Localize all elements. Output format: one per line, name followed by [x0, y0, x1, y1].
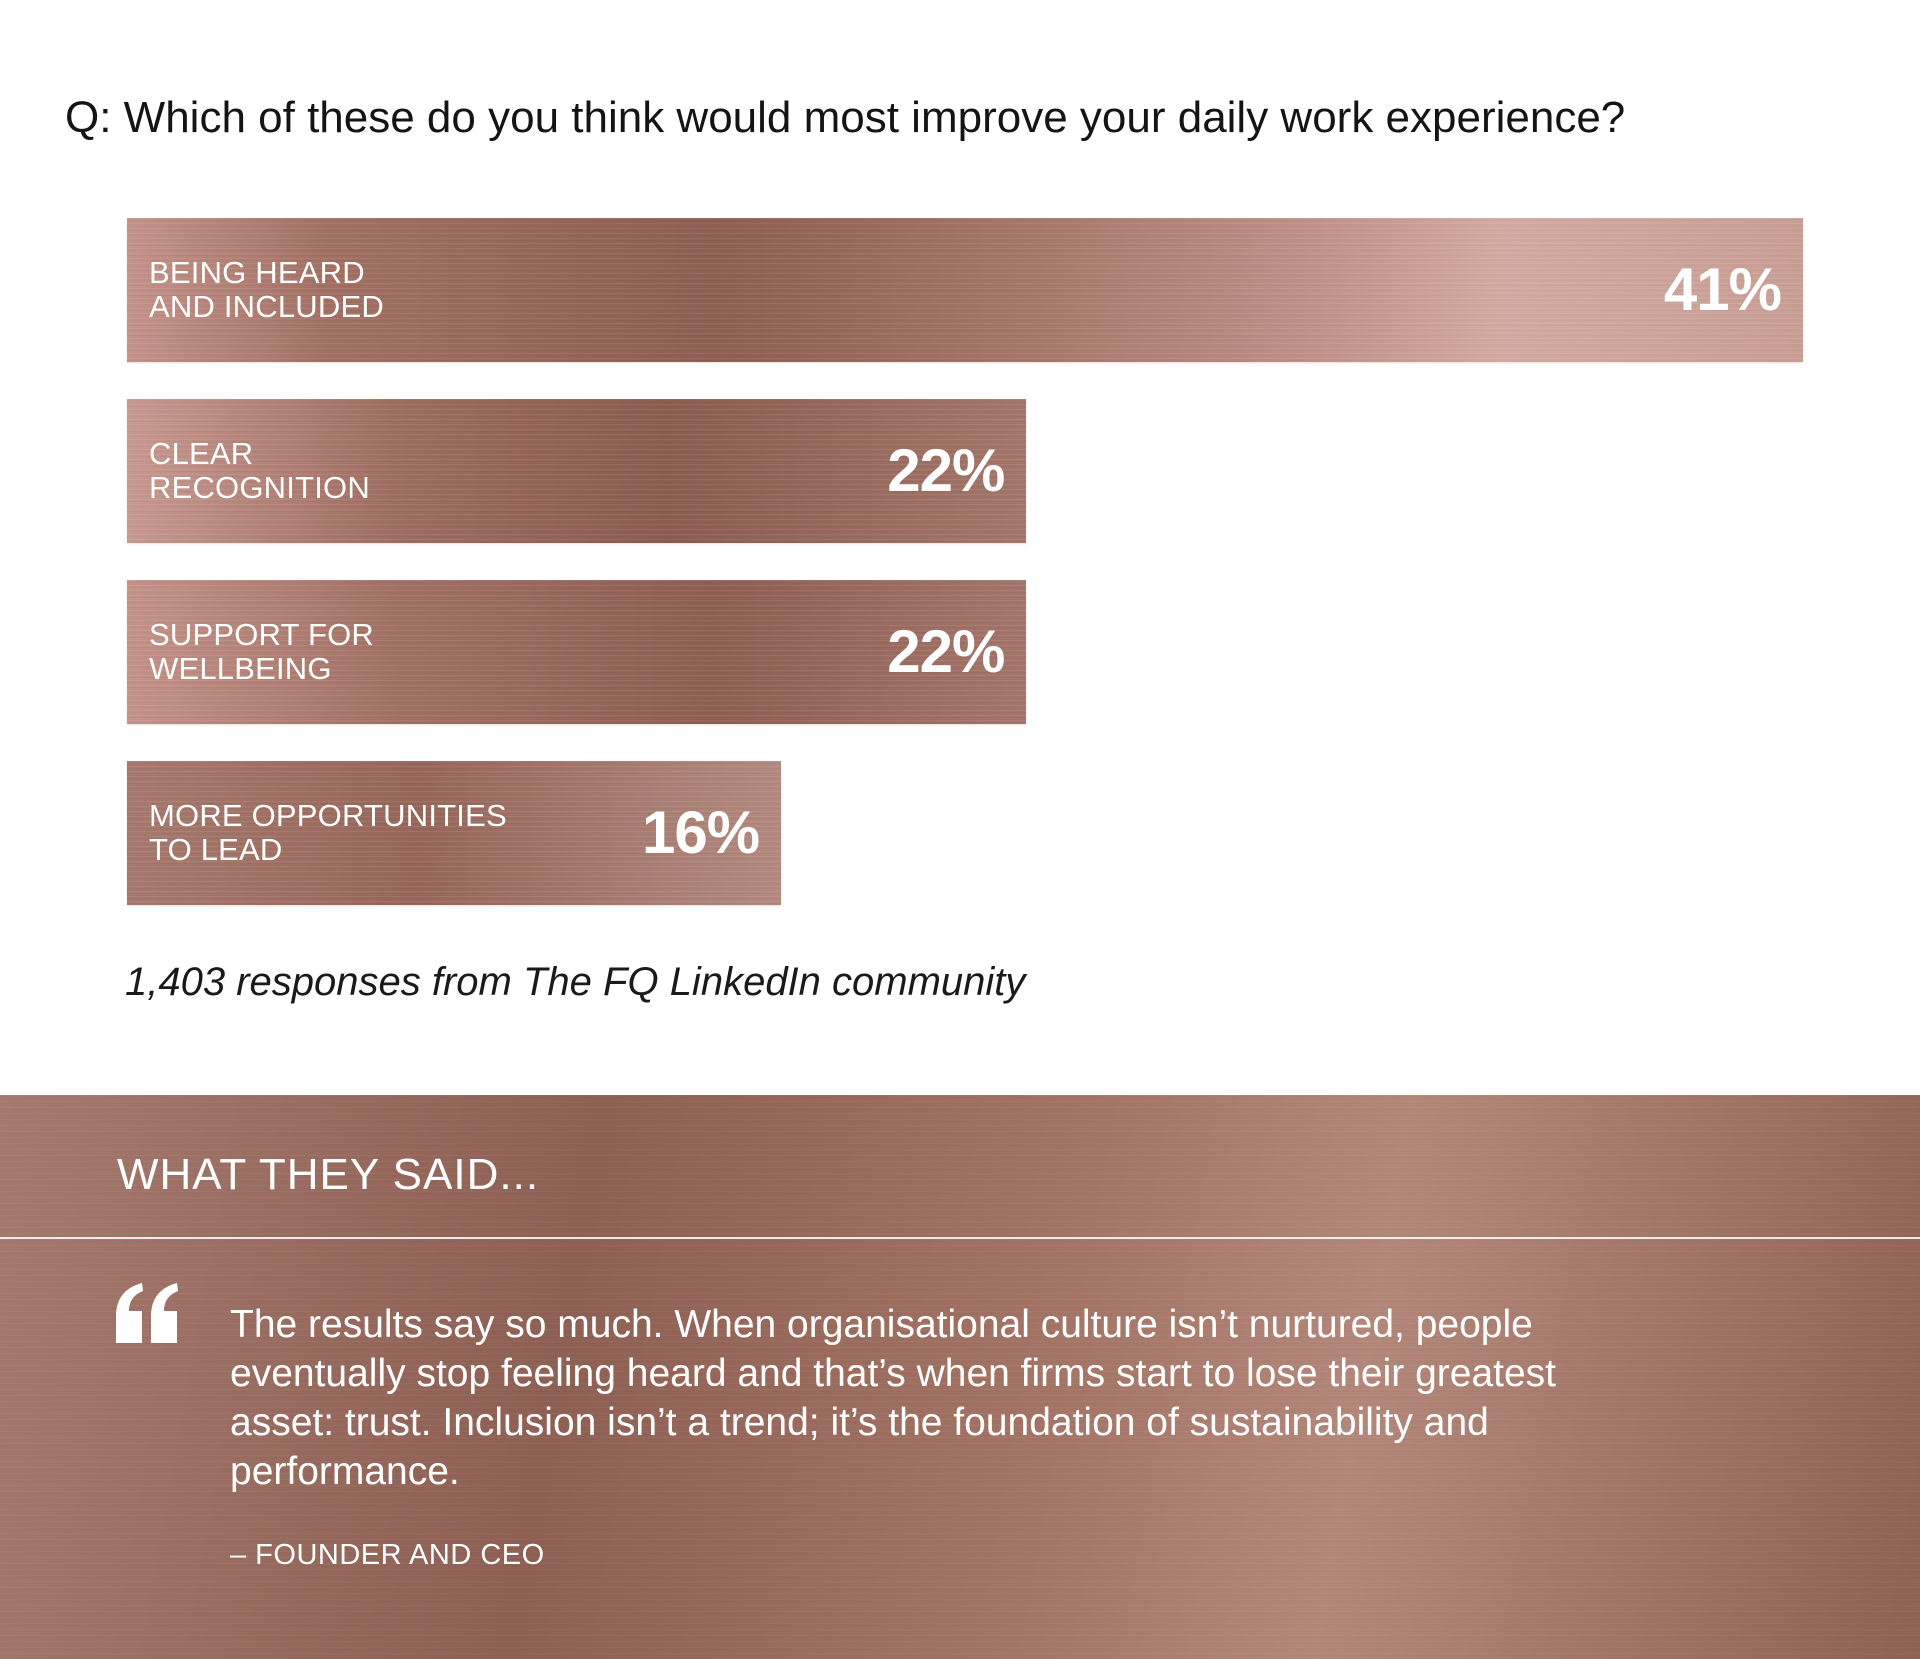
bar: MORE OPPORTUNITIES TO LEAD 16%	[127, 761, 782, 905]
survey-question: Q: Which of these do you think would mos…	[65, 93, 1626, 142]
bar: SUPPORT FOR WELLBEING 22%	[127, 580, 1027, 724]
quote-open-icon	[116, 1283, 178, 1343]
bar-value-label: 41%	[1663, 256, 1782, 323]
what-they-said-section: WHAT THEY SAID... The results say so muc…	[0, 1095, 1920, 1659]
section-divider	[0, 1237, 1920, 1239]
bar-label: MORE OPPORTUNITIES TO LEAD	[149, 798, 507, 867]
bar: BEING HEARD AND INCLUDED 41%	[127, 218, 1803, 362]
bar-label: SUPPORT FOR WELLBEING	[149, 617, 374, 686]
bar-label: CLEAR RECOGNITION	[149, 436, 370, 505]
section-title: WHAT THEY SAID...	[117, 1150, 540, 1199]
quote-attribution: – FOUNDER AND CEO	[230, 1539, 545, 1571]
bar: CLEAR RECOGNITION 22%	[127, 399, 1027, 543]
bar-chart: BEING HEARD AND INCLUDED 41% CLEAR RECOGNITI…	[127, 218, 1803, 905]
bar-value-label: 22%	[887, 618, 1005, 685]
quote-text: The results say so much. When organisati…	[230, 1303, 1557, 1493]
responses-caption: 1,403 responses from The FQ LinkedIn com…	[125, 960, 1026, 1004]
bar-value-label: 16%	[641, 799, 760, 866]
bar-value-label: 22%	[887, 437, 1005, 504]
bar-label: BEING HEARD AND INCLUDED	[149, 255, 384, 324]
